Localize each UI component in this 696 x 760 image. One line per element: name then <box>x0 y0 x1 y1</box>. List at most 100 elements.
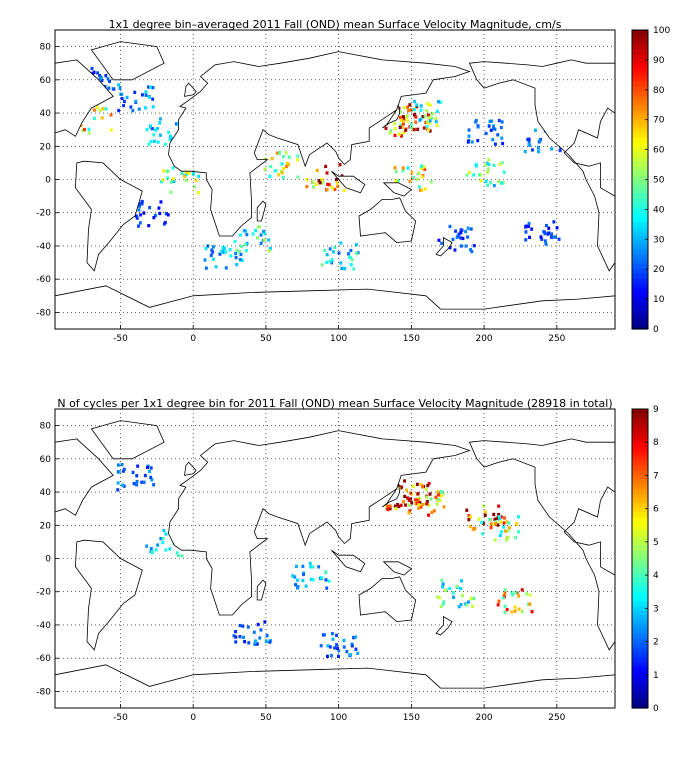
panel-1-data-cell-13-20 <box>166 176 169 180</box>
panel-1-data-cell-11-5 <box>423 167 427 171</box>
panel-1-data-cell-10-5 <box>338 163 342 167</box>
panel-1-data-cell-12-2 <box>487 162 491 167</box>
panel-2-data-cell-11-14 <box>321 633 325 637</box>
panel-1-data-cell-10-21 <box>317 179 321 183</box>
panel-1-data-cell-13-14 <box>162 169 166 173</box>
panel-1-data-cell-18-10 <box>545 223 548 228</box>
panel-2-colorbar-tick-label-8: 8 <box>653 438 659 448</box>
panel-2-data-cell-2-12 <box>414 498 417 502</box>
panel-2-y-tick-label-3: 20 <box>40 521 52 531</box>
panel-1-data-cell-7-17 <box>497 118 501 123</box>
panel-1-data-cell-12-9 <box>485 161 489 165</box>
panel-1-data-cell-1-7 <box>118 86 122 90</box>
panel-1-data-cell-18-22 <box>530 227 534 231</box>
panel-2-data-cell-7-22 <box>136 464 140 468</box>
panel-1-coastline-12 <box>184 82 197 97</box>
panel-2-data-cell-2-18 <box>407 498 411 502</box>
panel-2-data-cell-5-17 <box>452 591 455 595</box>
panel-2-data-cell-1-24 <box>402 500 405 504</box>
panel-1-data-cell-4-20 <box>400 125 404 129</box>
panel-2-data-cell-10-25 <box>243 640 246 644</box>
panel-1-colorbar-segment-15 <box>632 254 648 260</box>
panel-1-y-tick-label-5: -20 <box>36 209 51 219</box>
panel-2-data-cell-5-8 <box>441 602 445 606</box>
panel-2-data-cell-4-21 <box>515 522 519 527</box>
panel-1-y-tick-label-4: 0 <box>45 176 51 186</box>
panel-2-data-cell-10-20 <box>268 640 272 644</box>
panel-2-colorbar-segment-31 <box>632 558 648 564</box>
panel-2-data-cell-9-25 <box>325 586 329 590</box>
panel-1-data-cell-5-8 <box>406 105 410 109</box>
panel-1-data-cell-17-20 <box>469 227 473 231</box>
panel-1-colorbar-tick-label-4: 40 <box>653 205 665 215</box>
panel-1-data-cell-10-13 <box>311 185 315 189</box>
panel-2-data-cell-4-10 <box>494 520 498 524</box>
panel-2-data-cell-7-16 <box>132 482 136 486</box>
panel-2-data-cell-7-0 <box>122 469 125 473</box>
panel-2-data-cell-11-16 <box>352 636 356 640</box>
panel-1-data-cell-16-21 <box>355 243 358 247</box>
panel-2-data-cell-11-9 <box>326 654 329 658</box>
panel-1-data-cell-12-12 <box>486 183 489 187</box>
panel-2-data-cell-10-21 <box>234 640 238 644</box>
panel-2-data-cell-5-20 <box>444 588 447 593</box>
panel-2-data-cell-6-3 <box>528 593 532 597</box>
panel-1-data-cell-7-10 <box>467 128 471 132</box>
panel-1-data-cell-5-12 <box>424 120 428 125</box>
panel-1-x-tick-label-0: -50 <box>113 334 128 344</box>
panel-2-data-cell-1-10 <box>399 503 403 507</box>
panel-2-data-cell-2-7 <box>429 497 433 501</box>
panel-2-colorbar-frame <box>631 408 649 709</box>
panel-2-data-cell-11-0 <box>335 643 338 647</box>
panel-1-data-cell-10-18 <box>328 183 331 187</box>
panel-1-data-cell-4-13 <box>401 122 405 126</box>
panel-1-data-cell-19-22 <box>235 263 239 267</box>
panel-2-data-cell-4-5 <box>505 538 508 542</box>
panel-1-data-cell-7-8 <box>489 128 493 132</box>
panel-2-data-cell-8-19 <box>162 528 166 533</box>
panel-1-y-tick-label-2: 40 <box>40 109 52 119</box>
panel-2-data-cell-10-19 <box>234 635 238 639</box>
panel-1-colorbar-segment-33 <box>632 170 648 176</box>
panel-1-data-cell-6-3 <box>435 109 439 113</box>
panel-1-data-cell-0-18 <box>106 77 110 81</box>
panel-1-data-cell-16-9 <box>332 250 335 254</box>
panel-1-data-cell-10-1 <box>325 171 329 175</box>
panel-2-data-cell-5-7 <box>471 604 474 609</box>
panel-1-data-cell-16-22 <box>343 267 347 271</box>
panel-2-data-cell-10-0 <box>247 641 251 645</box>
panel-2-data-cell-9-6 <box>311 565 315 569</box>
panel-2-data-cell-4-24 <box>497 515 501 519</box>
panel-2-data-cell-7-6 <box>152 483 156 487</box>
panel-1-data-cell-16-14 <box>328 259 332 264</box>
panel-1-data-cell-2-3 <box>93 116 96 120</box>
panel-2-coastline-1 <box>74 539 143 651</box>
panel-2-data-cell-8-17 <box>180 554 184 558</box>
panel-1-data-cell-6-1 <box>419 108 423 112</box>
panel-1-colorbar-segment-55 <box>632 67 648 73</box>
panel-1-colorbar-segment-20 <box>632 230 648 237</box>
panel-2-data-cell-10-15 <box>252 630 256 634</box>
panel-1-data-cell-13-22 <box>169 180 173 184</box>
panel-2-data-cell-10-24 <box>242 635 245 639</box>
panel-1-data-cell-10-25 <box>335 181 339 185</box>
panel-1-data-cell-5-4 <box>398 125 402 129</box>
panel-1-data-cell-8-5 <box>527 139 531 144</box>
panel-1-data-cell-3-2 <box>152 133 156 137</box>
panel-1-data-cell-6-17 <box>410 122 413 126</box>
panel-2-data-cell-6-24 <box>517 594 521 598</box>
panel-1-data-cell-10-7 <box>321 181 325 185</box>
panel-1-data-cell-17-13 <box>448 246 452 250</box>
panel-1-axes-frame <box>54 29 616 330</box>
panel-2-data-cell-5-6 <box>461 594 464 598</box>
panel-2-data-cell-6-17 <box>520 609 524 614</box>
panel-1-coastline-6 <box>468 59 616 272</box>
panel-2-data-cell-6-18 <box>514 591 517 595</box>
panel-2-y-tick-label-5: -20 <box>36 588 51 598</box>
panel-1-data-cell-13-17 <box>169 190 173 194</box>
panel-2-data-cell-9-13 <box>311 578 315 582</box>
panel-2-data-cell-6-11 <box>525 592 529 596</box>
panel-1-data-cell-1-3 <box>120 96 124 101</box>
panel-1-data-cell-6-23 <box>418 118 422 122</box>
panel-2-data-cell-10-5 <box>234 630 237 634</box>
